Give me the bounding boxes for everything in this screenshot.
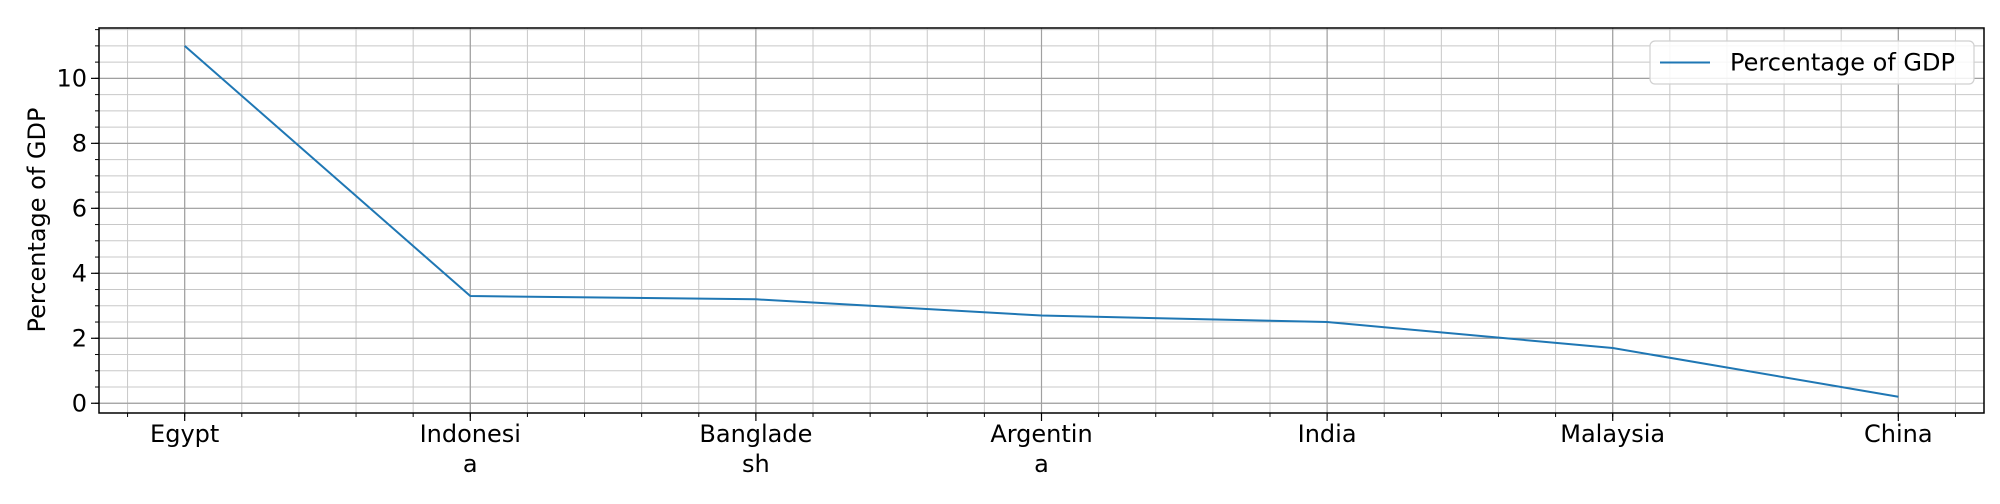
y-tick-label: 10: [56, 64, 87, 92]
x-tick-label: India: [1298, 420, 1357, 448]
y-tick-label: 8: [72, 129, 87, 157]
x-tick-label: China: [1864, 420, 1933, 448]
y-tick-label: 4: [72, 259, 87, 287]
legend-label: Percentage of GDP: [1730, 49, 1955, 77]
x-tick-label: Egypt: [150, 420, 219, 448]
legend: Percentage of GDP: [1649, 40, 1975, 85]
x-tick-label: Argentin a: [990, 420, 1092, 478]
major-gridlines: [99, 28, 1984, 413]
y-tick-label: 0: [72, 389, 87, 417]
legend-box: [1649, 40, 1975, 85]
y-tick-label: 2: [72, 324, 87, 352]
y-axis-label: Percentage of GDP: [23, 108, 51, 333]
series-layer: [184, 45, 1899, 398]
x-tick-label: Banglade sh: [699, 420, 812, 478]
series-line: [184, 45, 1899, 398]
y-axis-ticks: 0 2 4 6 8 10: [56, 29, 99, 417]
y-tick-label: 6: [72, 194, 87, 222]
x-tick-label: Indonesi a: [420, 420, 521, 478]
x-axis-ticks: Egypt Indonesi a Banglade sh Argentin a India Ma…: [127, 413, 1956, 478]
x-tick-label: Malaysia: [1560, 420, 1665, 448]
